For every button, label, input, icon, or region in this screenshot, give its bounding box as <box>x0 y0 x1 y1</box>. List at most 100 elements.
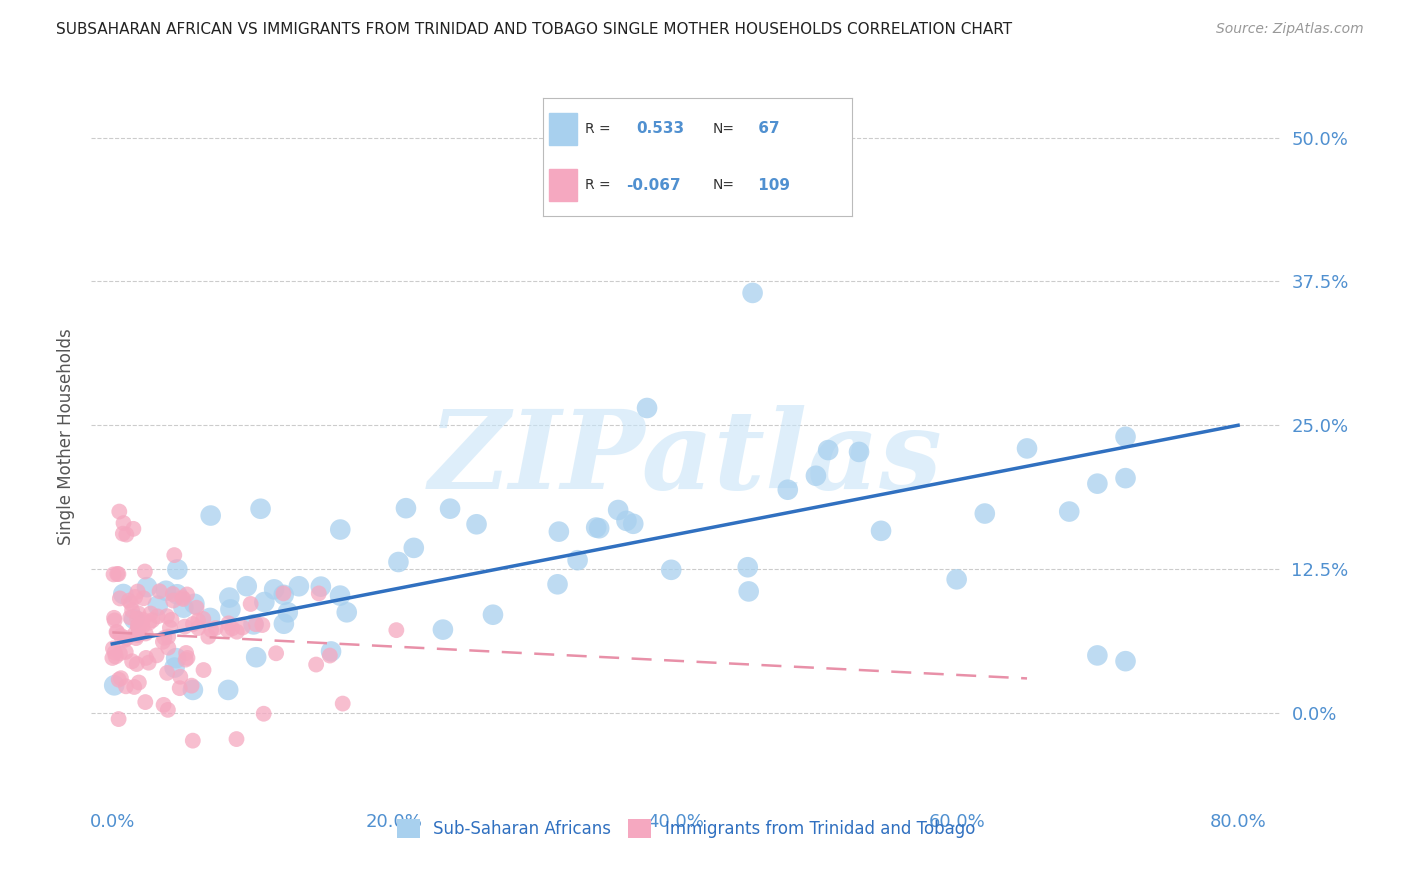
Point <box>1115 654 1137 668</box>
Point <box>127 618 149 632</box>
Point <box>110 629 132 643</box>
Point <box>114 645 136 659</box>
Point <box>973 507 995 521</box>
Text: Source: ZipAtlas.com: Source: ZipAtlas.com <box>1216 22 1364 37</box>
Point <box>108 505 131 519</box>
Point <box>482 607 505 622</box>
Point <box>157 630 180 644</box>
Point <box>146 599 169 613</box>
Point <box>122 612 145 626</box>
Point <box>101 641 124 656</box>
Point <box>776 483 799 497</box>
Point <box>870 524 893 538</box>
Point <box>319 644 342 658</box>
Point <box>273 616 295 631</box>
Legend: Sub-Saharan Africans, Immigrants from Trinidad and Tobago: Sub-Saharan Africans, Immigrants from Tr… <box>389 812 981 845</box>
Point <box>163 548 186 562</box>
Point <box>112 516 135 530</box>
Point <box>115 527 138 541</box>
Point <box>219 602 242 616</box>
Point <box>585 520 607 534</box>
Point <box>118 593 141 607</box>
Point <box>1057 505 1080 519</box>
Point <box>121 654 143 668</box>
Point <box>204 621 226 635</box>
Point <box>139 607 162 621</box>
Point <box>319 648 342 663</box>
Point <box>120 596 142 610</box>
Point <box>218 616 240 631</box>
Point <box>277 605 299 619</box>
Point <box>148 584 170 599</box>
Point <box>138 656 160 670</box>
Point <box>127 611 149 625</box>
Point <box>131 619 153 633</box>
Point <box>402 541 425 555</box>
Point <box>621 516 644 531</box>
Point <box>737 560 759 574</box>
Point <box>110 671 132 685</box>
Point <box>288 579 311 593</box>
Point <box>146 609 169 624</box>
Point <box>329 589 352 603</box>
Point <box>636 401 658 415</box>
Point <box>659 563 682 577</box>
Point <box>122 680 145 694</box>
Point <box>309 580 332 594</box>
Point <box>160 613 183 627</box>
Point <box>155 583 177 598</box>
Point <box>138 615 160 630</box>
Point <box>145 648 167 663</box>
Point <box>162 587 184 601</box>
Point <box>152 635 174 649</box>
Point <box>105 625 128 640</box>
Point <box>173 600 195 615</box>
Point <box>163 660 186 674</box>
Point <box>616 514 638 528</box>
Point <box>127 607 149 621</box>
Point <box>141 613 163 627</box>
Point <box>107 712 129 726</box>
Point <box>156 703 179 717</box>
Point <box>231 620 253 634</box>
Point <box>385 623 408 637</box>
Point <box>607 503 630 517</box>
Point <box>121 603 143 617</box>
Point <box>1115 430 1137 444</box>
Point <box>804 468 827 483</box>
Point <box>135 626 157 640</box>
Point <box>193 612 215 626</box>
Point <box>817 443 839 458</box>
Point <box>127 584 149 599</box>
Point <box>103 611 125 625</box>
Point <box>105 566 128 581</box>
Point <box>181 733 204 747</box>
Point <box>122 522 145 536</box>
Point <box>245 650 267 665</box>
Point <box>104 649 127 664</box>
Point <box>187 614 209 628</box>
Point <box>114 632 136 647</box>
Point <box>252 618 274 632</box>
Point <box>1115 471 1137 485</box>
Point <box>134 695 156 709</box>
Point <box>132 591 155 606</box>
Point <box>305 657 328 672</box>
Point <box>741 285 763 300</box>
Point <box>432 623 454 637</box>
Point <box>169 681 191 695</box>
Point <box>128 675 150 690</box>
Point <box>737 584 759 599</box>
Point <box>193 663 215 677</box>
Point <box>848 445 870 459</box>
Point <box>186 600 208 615</box>
Point <box>112 587 135 601</box>
Point <box>124 626 146 640</box>
Point <box>172 591 194 605</box>
Point <box>181 617 204 632</box>
Point <box>165 651 187 665</box>
Point <box>329 523 352 537</box>
Point <box>107 567 129 582</box>
Point <box>945 572 967 586</box>
Point <box>127 619 149 633</box>
